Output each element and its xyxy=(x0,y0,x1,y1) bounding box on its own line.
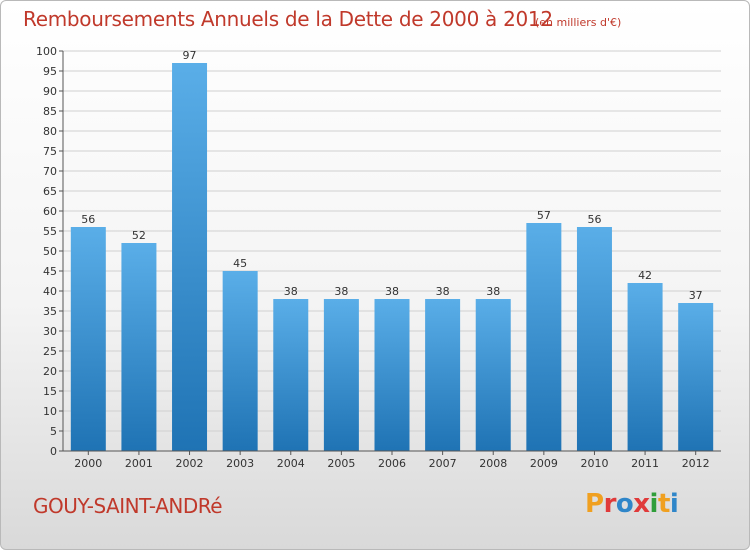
bars-layer: 56 52 97 45 38 38 38 38 38 57 56 42 37 xyxy=(70,49,714,451)
bar-value-label: 38 xyxy=(486,285,500,298)
y-tick-label: 80 xyxy=(43,125,57,138)
bar-value-label: 37 xyxy=(689,289,703,302)
bar-2002 xyxy=(172,63,208,451)
bar-value-label: 56 xyxy=(81,213,95,226)
bar-2004 xyxy=(273,299,309,451)
x-tick-label: 2009 xyxy=(530,457,558,470)
y-tick-label: 0 xyxy=(50,445,57,458)
x-tick-label: 2007 xyxy=(429,457,457,470)
y-tick-label: 20 xyxy=(43,365,57,378)
y-tick-label: 65 xyxy=(43,185,57,198)
x-tick-label: 2006 xyxy=(378,457,406,470)
bar-2008 xyxy=(475,299,511,451)
logo-letter: P xyxy=(585,489,604,519)
bar-value-label: 42 xyxy=(638,269,652,282)
y-tick-label: 85 xyxy=(43,105,57,118)
bar-2012 xyxy=(678,303,714,451)
x-tick-label: 2002 xyxy=(176,457,204,470)
y-tick-label: 25 xyxy=(43,345,57,358)
bar-value-label: 56 xyxy=(587,213,601,226)
y-tick-label: 100 xyxy=(36,45,57,58)
logo-letter: x xyxy=(633,489,650,519)
y-tick-label: 35 xyxy=(43,305,57,318)
x-tick-label: 2008 xyxy=(479,457,507,470)
bar-value-label: 38 xyxy=(436,285,450,298)
bar-2000 xyxy=(70,227,106,451)
x-axis: 2000 2001 2002 2003 2004 2005 2006 2007 2008 2009… xyxy=(63,450,721,470)
bar-value-label: 45 xyxy=(233,257,247,270)
bar-2005 xyxy=(323,299,359,451)
y-tick-label: 75 xyxy=(43,145,57,158)
y-tick-label: 30 xyxy=(43,325,57,338)
town-name: GOUY-SAINT-ANDRé xyxy=(33,494,223,518)
bar-value-label: 97 xyxy=(183,49,197,62)
y-tick-label: 15 xyxy=(43,385,57,398)
chart-subtitle: (en milliers d'€) xyxy=(535,16,622,29)
y-tick-label: 40 xyxy=(43,285,57,298)
y-axis: 0 5 10 15 20 25 30 35 40 45 50 55 60 65 70 75 80 85 90 95 10… xyxy=(36,45,64,458)
bar-value-label: 38 xyxy=(284,285,298,298)
y-tick-label: 60 xyxy=(43,205,57,218)
x-tick-label: 2001 xyxy=(125,457,153,470)
y-tick-label: 70 xyxy=(43,165,57,178)
bar-value-label: 52 xyxy=(132,229,146,242)
bar-value-label: 38 xyxy=(334,285,348,298)
logo-letter: r xyxy=(603,489,617,519)
bar-value-label: 38 xyxy=(385,285,399,298)
x-tick-label: 2005 xyxy=(327,457,355,470)
x-tick-label: 2010 xyxy=(580,457,608,470)
x-tick-label: 2003 xyxy=(226,457,254,470)
logo-letter: t xyxy=(657,489,670,519)
bar-2011 xyxy=(627,283,663,451)
x-tick-label: 2012 xyxy=(682,457,710,470)
x-tick-label: 2004 xyxy=(277,457,305,470)
y-tick-label: 90 xyxy=(43,85,57,98)
bar-2007 xyxy=(425,299,461,451)
logo-letter: i xyxy=(669,489,679,519)
bar-2006 xyxy=(374,299,410,451)
y-tick-label: 55 xyxy=(43,225,57,238)
bar-2010 xyxy=(576,227,612,451)
bar-2003 xyxy=(222,271,258,451)
y-tick-label: 5 xyxy=(50,425,57,438)
x-tick-label: 2000 xyxy=(74,457,102,470)
x-tick-label: 2011 xyxy=(631,457,659,470)
y-tick-label: 95 xyxy=(43,65,57,78)
proxiti-logo: Proxiti xyxy=(585,489,679,519)
bar-2001 xyxy=(121,243,157,451)
logo-letter: i xyxy=(649,489,659,519)
y-tick-label: 50 xyxy=(43,245,57,258)
bar-2009 xyxy=(526,223,562,451)
bar-value-label: 57 xyxy=(537,209,551,222)
y-tick-label: 45 xyxy=(43,265,57,278)
y-tick-label: 10 xyxy=(43,405,57,418)
logo-letter: o xyxy=(615,489,634,519)
chart-title: Remboursements Annuels de la Dette de 20… xyxy=(23,7,553,31)
